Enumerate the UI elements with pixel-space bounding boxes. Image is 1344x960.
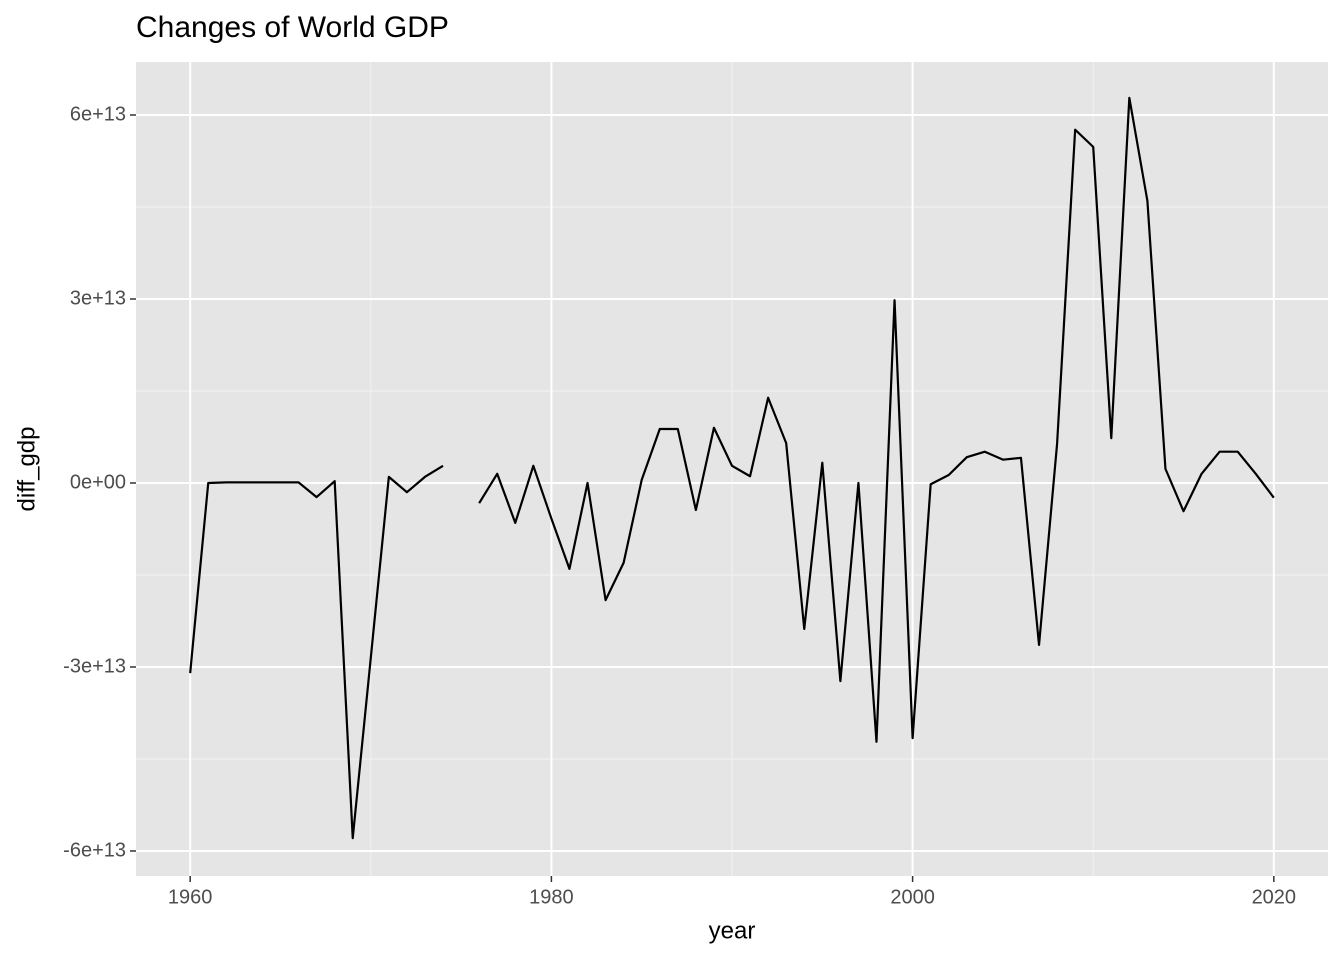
y-tick-label: 6e+13	[70, 103, 126, 125]
y-tick-label: -3e+13	[63, 655, 126, 677]
x-tick-label: 1960	[168, 886, 213, 908]
x-tick-label: 2000	[890, 886, 935, 908]
y-tick-label: -6e+13	[63, 839, 126, 861]
chart-title: Changes of World GDP	[136, 11, 449, 44]
x-tick-label: 2020	[1252, 886, 1297, 908]
y-tick-label: 3e+13	[70, 287, 126, 309]
y-axis-title: diff_gdp	[13, 427, 40, 512]
data-line	[189, 96, 1275, 840]
x-tick-label: 1980	[529, 886, 574, 908]
y-tick-label: 0e+00	[70, 471, 126, 493]
x-axis-title: year	[709, 917, 756, 944]
